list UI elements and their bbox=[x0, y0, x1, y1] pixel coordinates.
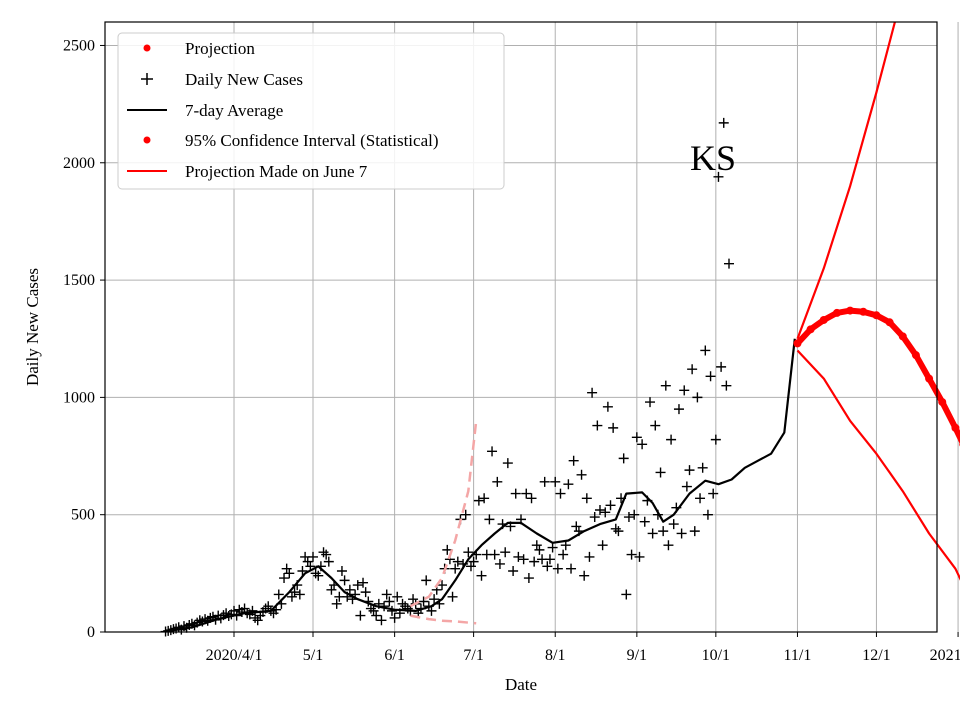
x-axis-label: Date bbox=[505, 675, 537, 694]
x-tick-label: 2020/4/1 bbox=[206, 647, 263, 664]
legend-label: Daily New Cases bbox=[185, 70, 303, 89]
legend-label: Projection bbox=[185, 39, 255, 58]
legend-label: 7-day Average bbox=[185, 101, 283, 120]
x-tick-label: 5/1 bbox=[303, 647, 323, 664]
x-tick-label: 7/1 bbox=[463, 647, 483, 664]
legend-entry-confidence-interval: 95% Confidence Interval (Statistical) bbox=[144, 131, 439, 150]
y-tick-label: 2500 bbox=[63, 37, 95, 54]
x-tick-label: 10/1 bbox=[702, 647, 730, 664]
x-tick-label: 6/1 bbox=[384, 647, 404, 664]
y-tick-label: 2000 bbox=[63, 155, 95, 172]
y-tick-label: 1000 bbox=[63, 389, 95, 406]
x-tick-label: 8/1 bbox=[545, 647, 565, 664]
y-axis-label: Daily New Cases bbox=[23, 268, 42, 386]
y-tick-label: 0 bbox=[87, 624, 95, 641]
y-tick-label: 500 bbox=[71, 507, 95, 524]
state-label: KS bbox=[690, 138, 736, 178]
legend-dot-icon bbox=[144, 45, 151, 52]
x-tick-label: 2021/1/1 bbox=[930, 647, 960, 664]
legend-dot-icon bbox=[144, 137, 151, 144]
y-tick-label: 1500 bbox=[63, 272, 95, 289]
x-tick-label: 9/1 bbox=[627, 647, 647, 664]
legend-label: Projection Made on June 7 bbox=[185, 162, 368, 181]
x-tick-label: 11/1 bbox=[784, 647, 812, 664]
legend: Projection Daily New Cases 7-day Average… bbox=[118, 33, 504, 189]
x-tick-label: 12/1 bbox=[862, 647, 890, 664]
legend-label: 95% Confidence Interval (Statistical) bbox=[185, 131, 439, 150]
